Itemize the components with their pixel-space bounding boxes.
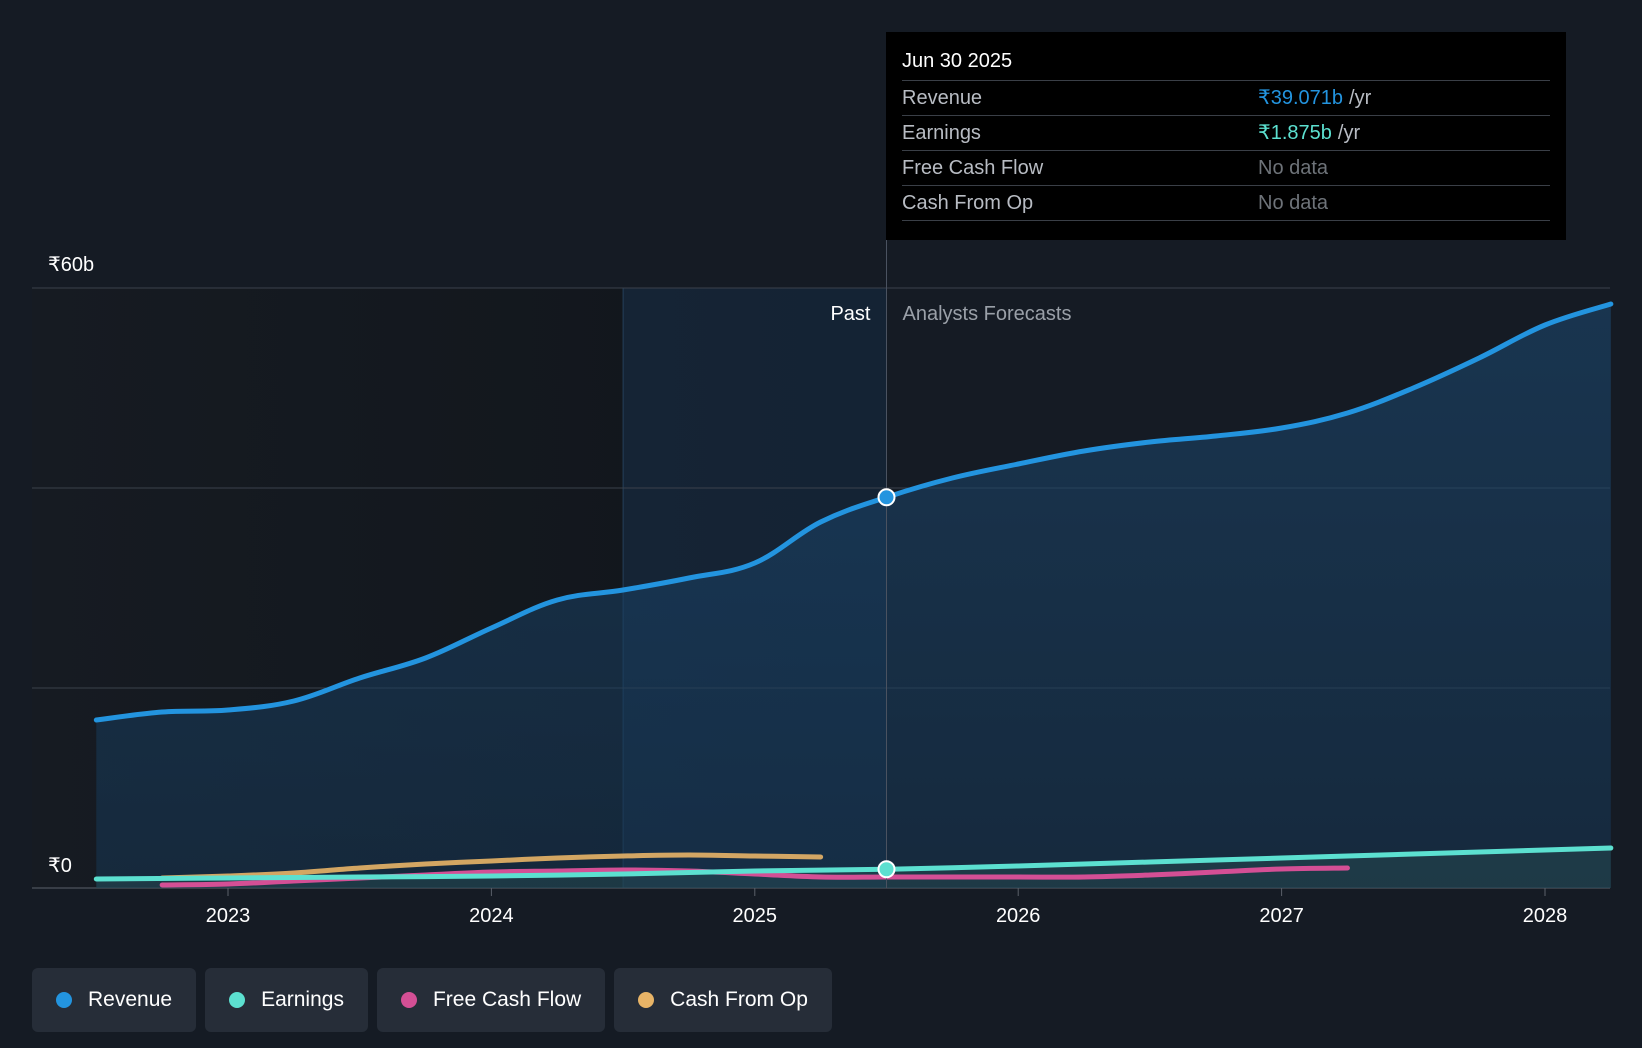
- legend-dot-icon: [56, 992, 72, 1008]
- legend-label: Earnings: [261, 988, 344, 1011]
- x-tick-label: 2023: [206, 905, 251, 927]
- legend-label: Free Cash Flow: [432, 988, 582, 1011]
- x-tick-label: 2028: [1523, 905, 1568, 927]
- earnings-point: [877, 860, 896, 879]
- x-tick-label: 2025: [733, 905, 778, 927]
- past-label: Past: [830, 303, 870, 325]
- x-tick-label: 2026: [996, 905, 1041, 927]
- legend-dot-icon: [400, 992, 417, 1008]
- y-tick-label: ₹60b: [48, 254, 94, 276]
- tooltip-row-earnings: Earnings ₹1.875b /yr: [902, 116, 1550, 151]
- tooltip-value: No data: [1258, 192, 1329, 214]
- tooltip-unit: /yr: [1349, 87, 1372, 109]
- chart-plot: Past Analysts Forecasts ₹60b ₹0 2023 2024 2025…: [32, 240, 1614, 927]
- tooltip-label: Revenue: [902, 87, 983, 109]
- cash-from-op-line: [159, 852, 824, 881]
- legend-dot-icon: [638, 992, 655, 1008]
- legend-dot-icon: [229, 992, 246, 1008]
- revenue-line: [93, 301, 1614, 723]
- forecast-label: Analysts Forecasts: [903, 303, 1072, 325]
- legend: Revenue Earnings Free Cash Flow Cash Fro…: [32, 968, 832, 1032]
- legend-item-free-cash-flow[interactable]: Free Cash Flow: [376, 968, 606, 1032]
- y-tick-label: ₹0: [48, 855, 72, 877]
- tooltip-date: Jun 30 2025: [902, 46, 1550, 81]
- legend-item-revenue[interactable]: Revenue: [32, 968, 197, 1032]
- x-tick-label: 2027: [1259, 905, 1304, 927]
- tooltip-label: Earnings: [902, 122, 981, 144]
- revenue-point: [877, 488, 896, 507]
- tooltip-value: No data: [1258, 157, 1329, 179]
- tooltip-unit: /yr: [1337, 122, 1361, 144]
- legend-label: Revenue: [88, 988, 173, 1011]
- tooltip-row-cash-from-op: Cash From Op No data: [902, 186, 1550, 221]
- tooltip-label: Free Cash Flow: [902, 157, 1044, 179]
- legend-item-cash-from-op[interactable]: Cash From Op: [614, 968, 832, 1032]
- tooltip: Jun 30 2025 Revenue ₹39.071b /yr Earning…: [886, 32, 1566, 240]
- tooltip-label: Cash From Op: [902, 192, 1034, 214]
- revenue-area: [96, 304, 1611, 888]
- tooltip-row-free-cash-flow: Free Cash Flow No data: [902, 151, 1550, 186]
- tooltip-row-revenue: Revenue ₹39.071b /yr: [902, 81, 1550, 116]
- x-tick-label: 2024: [469, 905, 514, 927]
- legend-label: Cash From Op: [670, 988, 808, 1011]
- tooltip-value: ₹1.875b: [1258, 122, 1332, 144]
- legend-item-earnings[interactable]: Earnings: [205, 968, 368, 1032]
- tooltip-value: ₹39.071b: [1258, 87, 1344, 109]
